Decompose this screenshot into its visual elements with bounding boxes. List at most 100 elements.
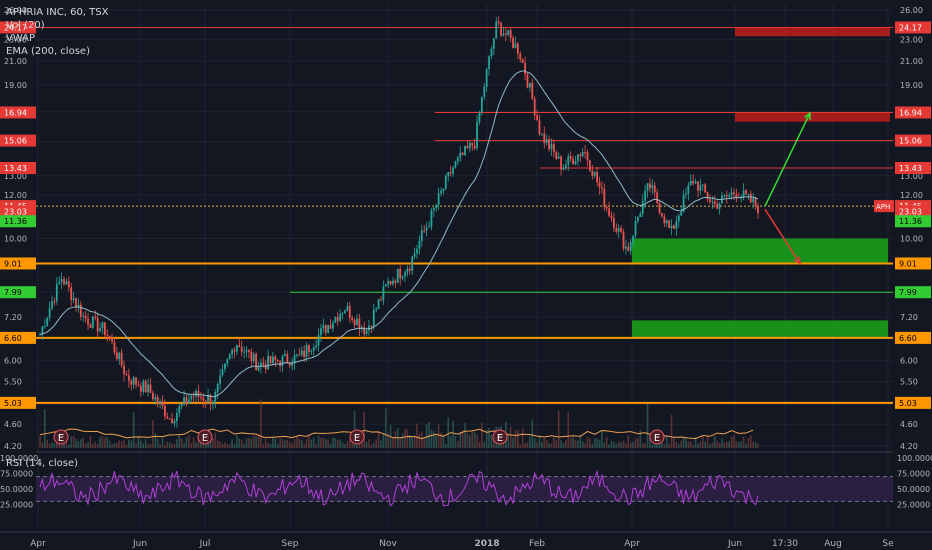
volume-bar	[627, 435, 630, 448]
volume-bar	[404, 429, 406, 448]
candle-body	[356, 318, 358, 326]
volume-bar	[476, 434, 478, 448]
volume-bar	[120, 441, 123, 448]
earnings-circle	[349, 429, 365, 445]
vwap-indicator-label[interactable]: VWAP	[6, 33, 36, 44]
time-axis[interactable]: Apr Jun Jul Sep Nov 2018 Feb Apr Jun 17:30 Aug Se	[0, 531, 932, 549]
horizontal-levels[interactable]	[36, 26, 893, 404]
volume-bar	[219, 441, 221, 448]
candle-body	[363, 327, 366, 334]
symbol-title[interactable]: APHRIA INC, 60, TSX	[6, 7, 109, 18]
volume-bar	[392, 438, 394, 448]
volume-bar	[144, 439, 147, 448]
price-tick-label-left: 19.00	[4, 81, 27, 90]
candle-body	[603, 188, 606, 207]
volume-bar	[41, 442, 44, 448]
volume-bar	[332, 437, 334, 448]
volume-bar	[718, 443, 721, 448]
price-marker-label: 7.99	[4, 288, 22, 297]
volume-bar	[723, 442, 726, 448]
candle-body	[106, 334, 109, 336]
volume-bar	[394, 431, 397, 448]
volume-bar	[387, 433, 389, 448]
candle-body	[488, 56, 490, 69]
candle-body	[591, 170, 594, 176]
ema-indicator-label[interactable]: EMA (200, close)	[6, 46, 90, 57]
volume-indicator-label[interactable]: Vol (20)	[6, 20, 45, 31]
volume-bar	[84, 443, 87, 448]
volume-bar	[269, 443, 272, 448]
candle-body	[723, 195, 726, 197]
candle-body	[154, 397, 157, 400]
candle-body	[452, 167, 454, 174]
candle-body	[658, 203, 661, 214]
volume-bar	[569, 437, 572, 448]
candle-body	[296, 354, 298, 356]
volume-bar	[577, 440, 579, 448]
rsi-legend[interactable]: RSI (14, close)	[6, 458, 79, 469]
candle-body	[545, 139, 548, 144]
volume-bar	[116, 442, 118, 448]
volume-bar	[641, 443, 644, 448]
price-marker-bg	[895, 396, 931, 409]
price-tick-label-left: 12.00	[4, 191, 27, 200]
volume-bar	[346, 440, 349, 448]
candle-body	[468, 142, 471, 149]
candle-body	[735, 194, 738, 198]
volume-bar	[327, 439, 329, 448]
rsi-tick-label: 50.0000	[897, 485, 930, 494]
price-tick-label: 4.20	[900, 442, 918, 451]
candle-body	[257, 366, 260, 371]
candle-body	[754, 198, 757, 207]
rsi-tick-label-left: 100.0000	[0, 454, 38, 463]
price-marker-label: 9.01	[899, 259, 917, 268]
volume-bar	[423, 437, 426, 448]
candle-body	[557, 156, 560, 159]
rsi-line	[39, 469, 759, 507]
price-axis-bg	[893, 0, 932, 550]
candle-body	[281, 355, 284, 366]
candle-body	[228, 354, 231, 360]
candle-body	[149, 384, 152, 393]
volume-bar	[485, 430, 488, 448]
projection-arrows[interactable]	[764, 111, 811, 265]
volume-bar	[80, 439, 82, 448]
volume-bar	[200, 441, 202, 448]
candle-body	[113, 341, 116, 353]
volume-bar	[418, 433, 421, 448]
candle-body	[471, 142, 474, 146]
candle-body	[115, 352, 118, 360]
volume-bar	[315, 444, 317, 448]
time-tick-label: Jun	[132, 539, 147, 549]
volume-bar	[267, 442, 269, 448]
candle-body	[101, 322, 104, 329]
candle-body	[231, 349, 234, 355]
price-marker-label: 5.03	[899, 399, 917, 408]
candle-body	[620, 228, 623, 232]
volume-bar	[87, 442, 89, 448]
price-tick-label: 10.00	[900, 235, 923, 244]
volume-bar	[526, 441, 529, 448]
earnings-label: E	[654, 433, 660, 444]
volume-bar	[673, 437, 675, 448]
candle-body	[51, 301, 53, 309]
volume-bar	[149, 444, 152, 448]
price-tick-label-left: 4.60	[4, 420, 22, 429]
candle-body	[540, 133, 543, 135]
candle-body	[159, 401, 161, 404]
volume-bar	[356, 444, 358, 448]
volume-bar	[300, 440, 303, 448]
candle-body	[677, 215, 680, 222]
price-marker-bg	[895, 106, 931, 119]
candle-body	[77, 304, 80, 307]
volume-bar	[82, 437, 85, 448]
earnings-marker: E	[53, 429, 69, 445]
candle-body	[718, 203, 721, 209]
volume-bar	[425, 424, 428, 448]
candle-body	[163, 405, 166, 417]
volume-bar	[740, 441, 742, 448]
